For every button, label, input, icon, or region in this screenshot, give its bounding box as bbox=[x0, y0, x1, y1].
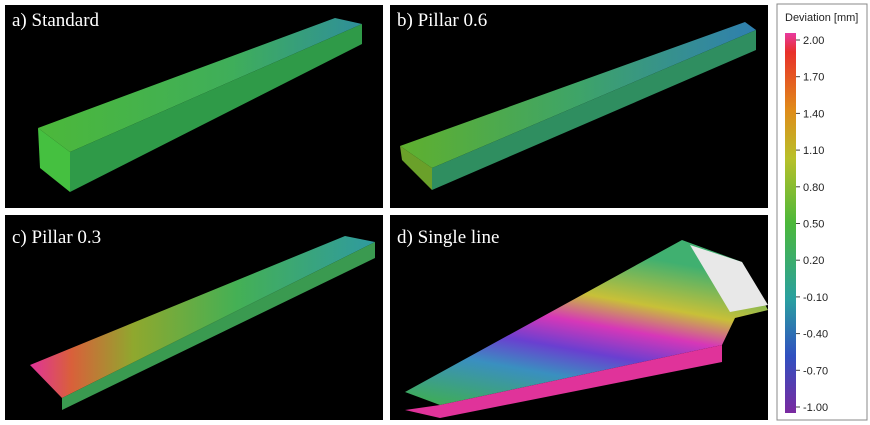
tick-label: 1.10 bbox=[803, 145, 824, 157]
tick-label: -1.00 bbox=[803, 402, 828, 414]
figure: a) Standard b) Pillar 0.6 c) Pillar 0.3 … bbox=[0, 0, 870, 425]
panel-label: c) Pillar 0.3 bbox=[12, 227, 101, 248]
tick-label: 1.40 bbox=[803, 108, 824, 120]
tick-label: 0.20 bbox=[803, 255, 824, 267]
tick-label: -0.70 bbox=[803, 365, 828, 377]
tick-label: 2.00 bbox=[803, 35, 824, 47]
panel-label: b) Pillar 0.6 bbox=[397, 10, 487, 31]
panel-label: d) Single line bbox=[397, 227, 499, 248]
tick-label: -0.10 bbox=[803, 292, 828, 304]
tick-label: 0.80 bbox=[803, 182, 824, 194]
tick-label: 1.70 bbox=[803, 72, 824, 84]
colorbar bbox=[785, 33, 796, 413]
panel-label: a) Standard bbox=[12, 10, 100, 31]
tick-label: -0.40 bbox=[803, 329, 828, 341]
colorbar-title: Deviation [mm] bbox=[785, 12, 858, 24]
tick-label: 0.50 bbox=[803, 219, 824, 231]
